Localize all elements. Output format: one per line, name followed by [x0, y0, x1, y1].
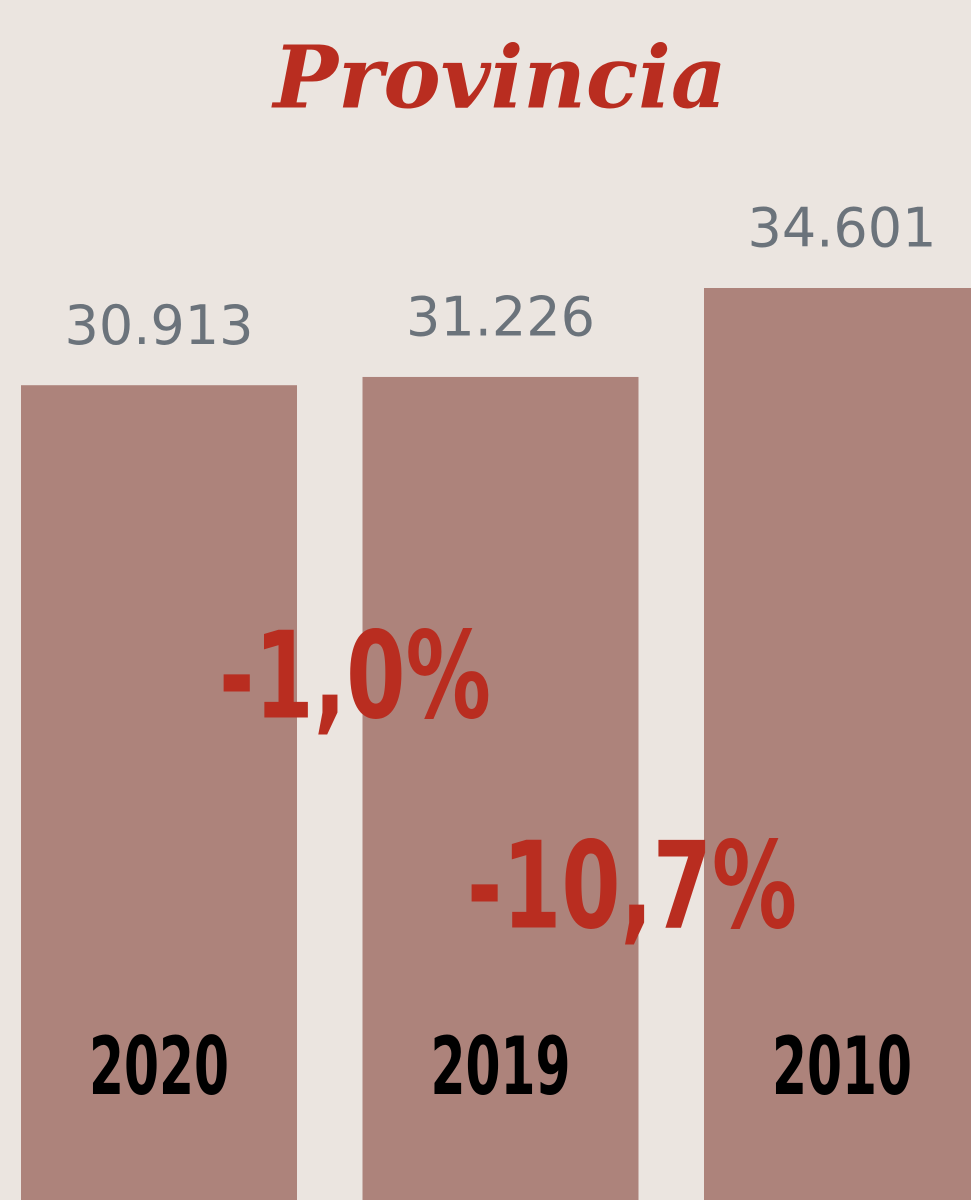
- value-label: 31.226: [406, 286, 595, 349]
- bar: [362, 376, 639, 1200]
- x-tick-label: 2010: [772, 1020, 912, 1113]
- annotation: -10,7%: [467, 818, 797, 957]
- bars: [21, 288, 971, 1200]
- bar: [21, 385, 297, 1200]
- x-tick-label: 2019: [431, 1020, 571, 1113]
- value-label: 30.913: [65, 294, 254, 357]
- x-tick-label: 2020: [89, 1020, 229, 1113]
- chart-title: Provincia: [270, 28, 726, 129]
- value-label: 34.601: [748, 197, 937, 260]
- annotation: -1,0%: [219, 608, 491, 747]
- bar: [704, 288, 971, 1200]
